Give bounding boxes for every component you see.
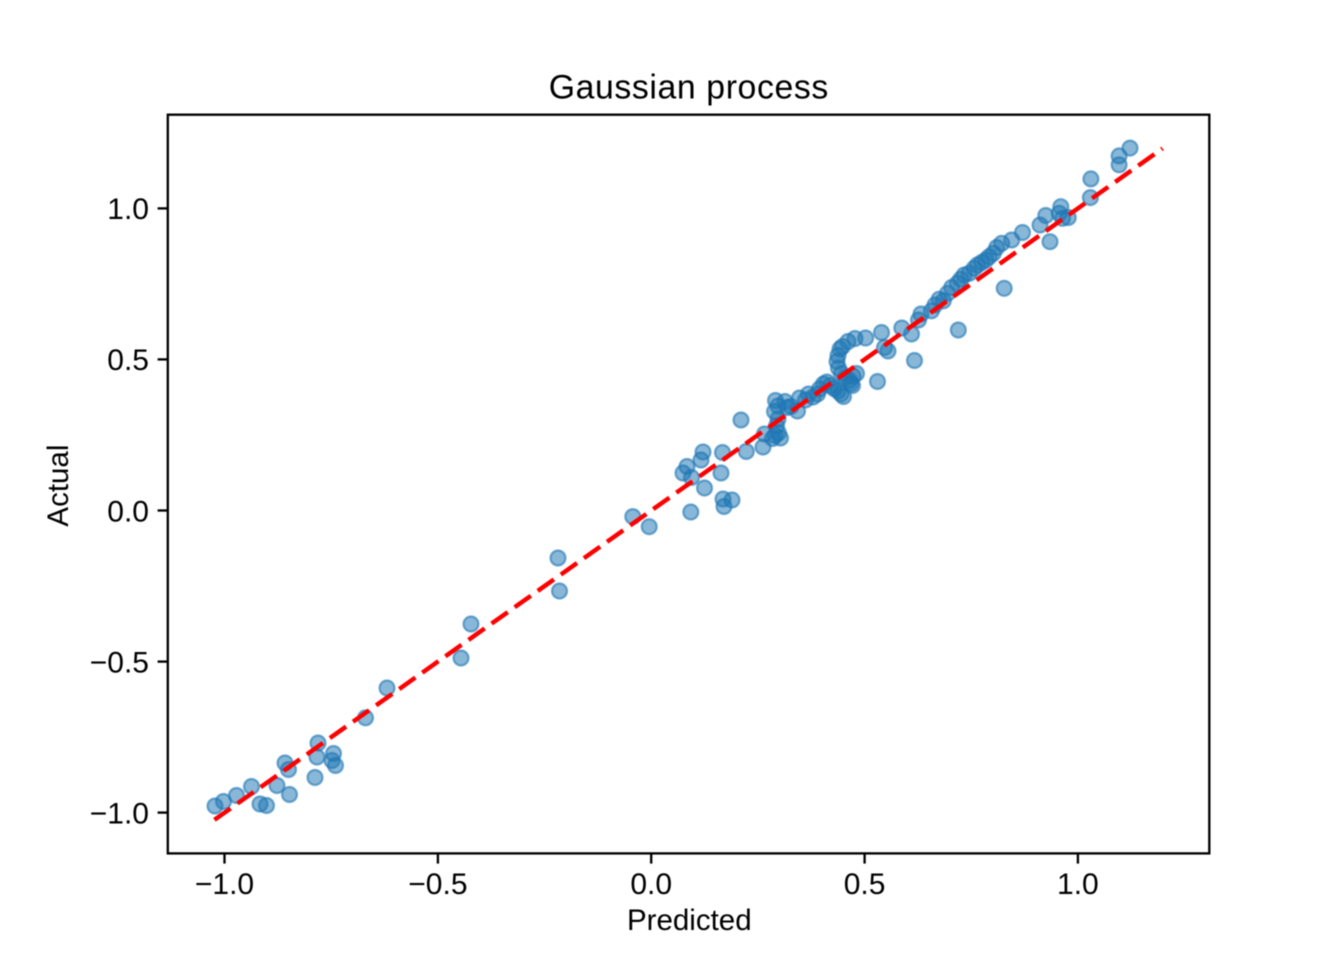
svg-text:−0.5: −0.5 bbox=[408, 868, 467, 901]
svg-text:−1.0: −1.0 bbox=[195, 868, 254, 901]
svg-text:Gaussian process: Gaussian process bbox=[549, 68, 829, 106]
svg-text:0.0: 0.0 bbox=[107, 495, 149, 528]
svg-text:Predicted: Predicted bbox=[627, 904, 752, 937]
svg-text:0.5: 0.5 bbox=[107, 344, 149, 377]
svg-text:1.0: 1.0 bbox=[1057, 868, 1099, 901]
svg-text:−0.5: −0.5 bbox=[90, 646, 149, 679]
svg-text:1.0: 1.0 bbox=[107, 193, 149, 226]
svg-text:Actual: Actual bbox=[42, 445, 75, 527]
svg-text:0.0: 0.0 bbox=[630, 868, 672, 901]
svg-text:−1.0: −1.0 bbox=[90, 797, 149, 830]
svg-text:0.5: 0.5 bbox=[844, 868, 886, 901]
